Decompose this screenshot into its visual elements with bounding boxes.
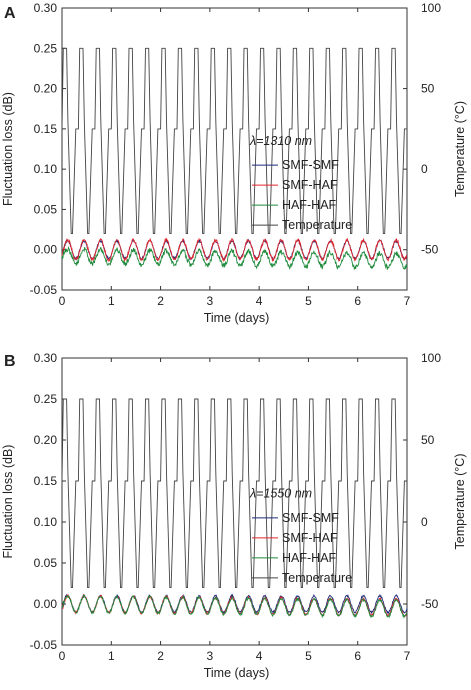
y-tick-label: 0.00 [34,243,58,257]
legend-label: SMF-HAF [282,531,338,545]
y2-tick-label: 50 [421,433,435,447]
y2-tick-label: 0 [421,515,428,529]
y2-tick-label: 50 [421,82,435,96]
y2-tick-label: 0 [421,162,428,176]
y-tick-label: 0.25 [34,41,58,55]
legend-label: SMF-HAF [282,178,338,192]
y-tick-label: -0.05 [30,638,58,652]
x-tick-label: 2 [157,649,164,663]
y-axis-label: Fluctuation loss (dB) [1,445,15,559]
y-tick-label: 0.05 [34,202,58,216]
y-tick-label: 0.20 [34,433,58,447]
y2-tick-label: -50 [421,243,439,257]
y-tick-label: 0.30 [34,351,58,365]
plot-frame [61,357,408,646]
x-tick-label: 6 [354,649,361,663]
series-line-temperature [61,398,407,589]
panel-letter: A [4,5,16,22]
x-tick-label: 7 [404,294,411,308]
x-tick-label: 7 [404,649,411,663]
chart-panel-A: A 0 1 2 3 4 5 6 7 -0.05 0.00 0.05 0.10 0.15 0.20 0.25 0.… [1,1,467,325]
x-tick-label: 4 [256,649,263,663]
x-tick-label: 1 [108,294,115,308]
x-tick-label: 5 [305,649,312,663]
y2-tick-label: -50 [421,597,439,611]
x-tick-label: 0 [59,649,66,663]
legend-label: HAF-HAF [282,198,337,212]
x-tick-label: 6 [354,294,361,308]
x-axis-label: Time (days) [204,311,270,325]
y-tick-label: 0.20 [34,82,58,96]
x-tick-label: 3 [207,294,214,308]
y-tick-label: 0.25 [34,392,58,406]
legend-label: SMF-SMF [282,158,339,172]
wavelength-annotation: λ=1550 nm [249,486,312,500]
y-tick-label: 0.00 [34,597,58,611]
x-tick-label: 0 [59,294,66,308]
series-line-temperature [61,47,407,235]
y-tick-label: 0.15 [34,122,58,136]
series-line-haf-haf [61,245,408,271]
y2-tick-label: 100 [421,1,441,15]
series-line-haf-haf [61,594,408,619]
x-tick-label: 3 [207,649,214,663]
y-tick-label: -0.05 [30,283,58,297]
series-line-smf-haf [61,593,408,618]
y-tick-label: 0.30 [34,1,58,15]
x-tick-label: 5 [305,294,312,308]
y-tick-label: 0.05 [34,556,58,570]
y-tick-label: 0.10 [34,515,58,529]
legend-label: Temperature [282,571,352,585]
legend-label: Temperature [282,218,352,232]
x-axis-label: Time (days) [204,666,270,680]
series-line-smf-haf [61,237,408,263]
y2-axis-label: Temperature (°C) [453,101,467,197]
x-tick-label: 2 [157,294,164,308]
x-tick-label: 4 [256,294,263,308]
legend-label: SMF-SMF [282,511,339,525]
panel-letter: B [4,353,16,370]
y-axis-label: Fluctuation loss (dB) [1,92,15,206]
plot-frame [61,7,408,291]
y2-tick-label: 100 [421,351,441,365]
chart-panel-B: B 0 1 2 3 4 5 6 7 -0.05 0.00 0.05 0.10 0.15 0.20 0.25 0.… [1,351,467,680]
legend-label: HAF-HAF [282,551,337,565]
y-tick-label: 0.15 [34,474,58,488]
y-tick-label: 0.10 [34,162,58,176]
wavelength-annotation: λ=1310 nm [249,134,312,148]
x-tick-label: 1 [108,649,115,663]
y2-axis-label: Temperature (°C) [453,454,467,550]
